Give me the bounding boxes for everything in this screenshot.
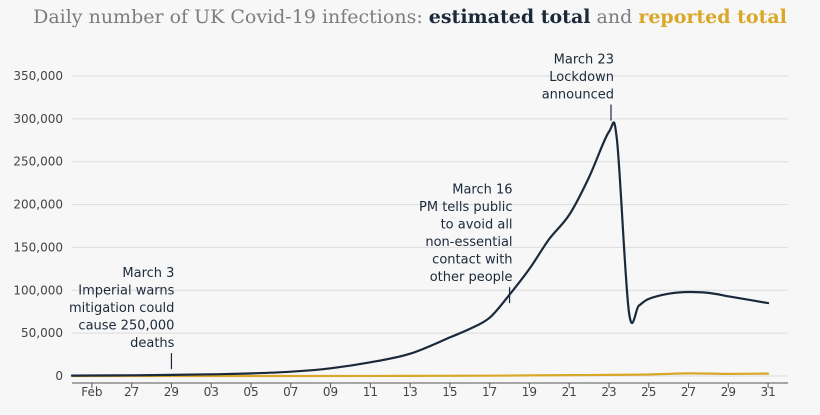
y-tick-label: 150,000	[13, 240, 63, 254]
annotation-text-line: mitigation could	[69, 301, 174, 316]
annotation-text-line: Imperial warns	[78, 284, 174, 299]
chart-title: Daily number of UK Covid-19 infections: …	[0, 6, 820, 28]
x-tick-label: 29	[721, 385, 736, 399]
x-tick-label: 29	[164, 385, 179, 399]
x-tick-label: 21	[562, 385, 577, 399]
y-tick-label: 250,000	[13, 155, 63, 169]
annotation-text-line: other people	[430, 270, 513, 285]
title-prefix: Daily number of UK Covid-19 infections:	[33, 6, 423, 28]
annotation-text-line: contact with	[432, 253, 512, 268]
annotation-text-line: March 16	[452, 183, 512, 198]
x-tick-label: 05	[243, 385, 258, 399]
annotation-text-line: to avoid all	[441, 218, 513, 233]
annotation-text-line: PM tells public	[419, 200, 513, 215]
title-and: and	[596, 6, 633, 28]
annotation-text-line: announced	[542, 88, 614, 103]
x-tick-label: 15	[442, 385, 457, 399]
annotation-text-line: March 23	[554, 53, 614, 68]
y-tick-label: 200,000	[13, 198, 63, 212]
x-tick-label: 27	[681, 385, 696, 399]
x-tick-label: 17	[482, 385, 497, 399]
x-tick-label: 09	[323, 385, 338, 399]
title-reported-total: reported total	[638, 6, 787, 28]
x-tick-label: 23	[601, 385, 616, 399]
x-tick-label: 03	[204, 385, 219, 399]
y-tick-label: 300,000	[13, 112, 63, 126]
y-tick-label: 100,000	[13, 283, 63, 297]
series-line-estimated-total	[70, 121, 770, 377]
series-line-reported-total	[70, 372, 770, 378]
annotation-text-line: March 3	[122, 266, 174, 281]
y-tick-label: 0	[55, 369, 63, 383]
y-tick-label: 50,000	[21, 326, 63, 340]
x-tick-label: 25	[641, 385, 656, 399]
x-tick-label: Feb	[81, 385, 102, 399]
x-tick-label: 19	[522, 385, 537, 399]
x-tick-label: 31	[760, 385, 775, 399]
x-tick-label: 13	[402, 385, 417, 399]
annotation-text-line: cause 250,000	[78, 319, 174, 334]
title-estimated-total: estimated total	[428, 6, 591, 28]
y-tick-label: 350,000	[13, 69, 63, 83]
annotation-text-line: deaths	[130, 336, 175, 351]
x-tick-label: 11	[363, 385, 378, 399]
annotation-text-line: Lockdown	[549, 70, 614, 85]
annotation-text-line: non-essential	[425, 235, 512, 250]
x-tick-label: 07	[283, 385, 298, 399]
x-tick-label: 27	[124, 385, 139, 399]
